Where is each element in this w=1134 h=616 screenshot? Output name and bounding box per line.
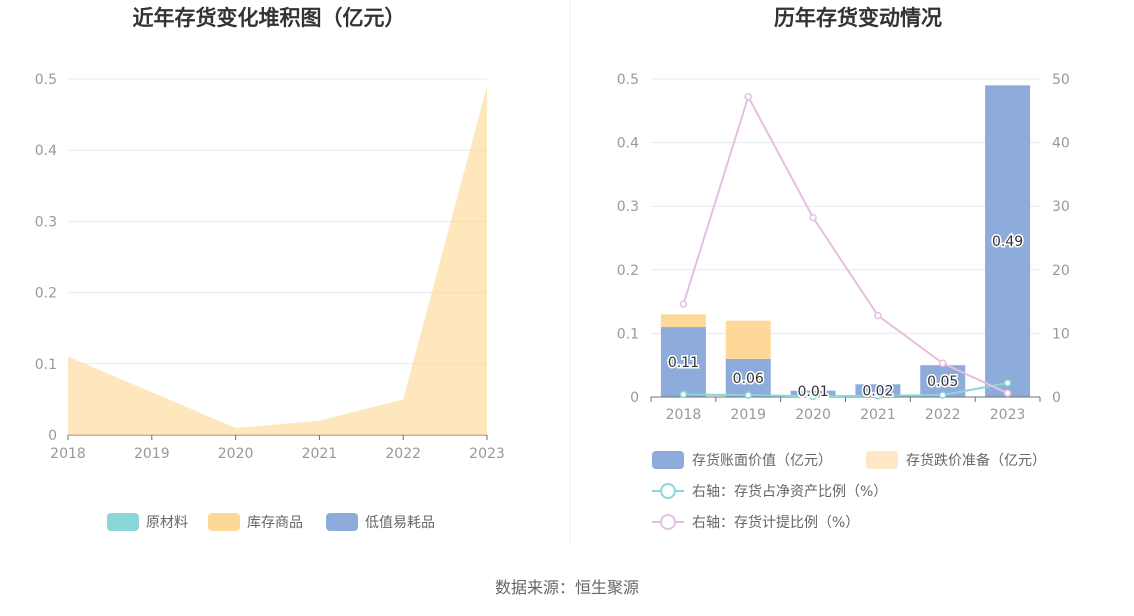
y-tick-label: 0.1: [617, 326, 639, 342]
line-series: [683, 382, 1008, 398]
right-legend: 存货账面价值（亿元） 存货跌价准备（亿元） 右轴：存货占净资产比例（%） 右轴：存货计…: [652, 451, 1046, 531]
area-series: [68, 86, 487, 436]
bar: [725, 320, 771, 359]
x-tick-label: 2018: [666, 407, 702, 423]
bar-value-label: 0.01: [797, 384, 828, 400]
x-tick-label: 2019: [134, 446, 170, 462]
line-series: [682, 94, 1009, 395]
y-tick-label: 0.4: [617, 136, 639, 152]
legend-marker: [660, 514, 676, 530]
line-point: [744, 391, 752, 399]
y-tick-label: 0.2: [35, 286, 57, 302]
legend-label: 右轴：存货占净资产比例（%）: [692, 483, 887, 500]
bar-value-label: 0.02: [862, 384, 893, 400]
x-tick-label: 2023: [990, 407, 1026, 423]
bar: [855, 384, 901, 397]
x-tick-label: 2021: [860, 407, 896, 423]
y-tick-label: 0: [630, 390, 639, 406]
line-point: [679, 300, 688, 308]
x-tick-label: 2020: [795, 407, 831, 423]
x-tick-label: 2021: [302, 446, 338, 462]
legend-label: 存货账面价值（亿元）: [692, 452, 832, 469]
bar: [725, 358, 771, 397]
bar: [985, 85, 1031, 398]
right-combo-chart: 0 0.1 0.2 0.3 0.4 0.5 0 10 20 30 40 50 2018 2019 2020 2…: [617, 72, 1070, 423]
legend-label: 低值易耗品: [365, 515, 435, 531]
y-tick-label: 0: [48, 428, 57, 444]
bar: [660, 314, 706, 328]
data-source: 数据来源：恒生聚源: [495, 578, 639, 597]
y-tick-label: 0.4: [35, 143, 57, 159]
y-tick-label: 0.1: [35, 357, 57, 373]
y2-tick-label: 20: [1052, 263, 1070, 279]
left-chart-title: 近年存货变化堆积图（亿元）: [133, 6, 406, 30]
x-tick-label: 2023: [469, 446, 505, 462]
line-point: [939, 391, 947, 399]
x-tick-label: 2022: [925, 407, 961, 423]
line-point: [679, 390, 688, 399]
line-point: [809, 392, 817, 401]
x-tick-label: 2020: [218, 446, 254, 462]
y2-tick-label: 0: [1052, 390, 1061, 406]
y-tick-label: 0.5: [35, 72, 57, 88]
right-chart-title: 历年存货变动情况: [774, 6, 942, 30]
legend-swatch: [866, 451, 898, 469]
legend-swatch: [107, 513, 139, 531]
legend-swatch: [326, 513, 358, 531]
line-point: [1003, 379, 1012, 387]
bar: [660, 327, 706, 397]
y-tick-label: 0.2: [617, 263, 639, 279]
left-area-chart: 0 0.1 0.2 0.3 0.4 0.5 2018 2019 2020 2021 2022 2023: [35, 72, 505, 462]
bar-value-label: 0.49: [992, 234, 1023, 250]
line-point: [809, 213, 817, 222]
y2-tick-label: 50: [1052, 72, 1070, 88]
y2-tick-label: 10: [1052, 326, 1070, 342]
line-point: [874, 391, 882, 400]
legend-swatch: [652, 451, 684, 469]
legend-swatch: [208, 513, 240, 531]
legend-label: 右轴：存货计提比例（%）: [692, 514, 859, 531]
x-tick-label: 2022: [385, 446, 421, 462]
x-tick-label: 2018: [50, 446, 86, 462]
bar-value-label: 0.11: [668, 355, 699, 371]
y-tick-label: 0.5: [617, 72, 639, 88]
line-point: [1003, 389, 1012, 397]
y-tick-label: 0.3: [35, 214, 57, 230]
y2-tick-label: 30: [1052, 199, 1070, 215]
y-tick-label: 0.3: [617, 199, 639, 215]
y2-tick-label: 40: [1052, 136, 1070, 152]
line-point: [874, 311, 882, 320]
left-legend: 原材料 库存商品 低值易耗品: [107, 513, 435, 531]
line-point: [939, 359, 947, 368]
legend-label: 库存商品: [247, 515, 303, 531]
bar-value-label: 0.06: [733, 371, 764, 387]
legend-label: 存货跌价准备（亿元）: [906, 452, 1046, 469]
bar-value-label: 0.05: [927, 374, 958, 390]
legend-marker: [660, 483, 676, 499]
x-tick-label: 2019: [730, 407, 766, 423]
line-point: [744, 93, 752, 101]
legend-label: 原材料: [146, 515, 188, 531]
